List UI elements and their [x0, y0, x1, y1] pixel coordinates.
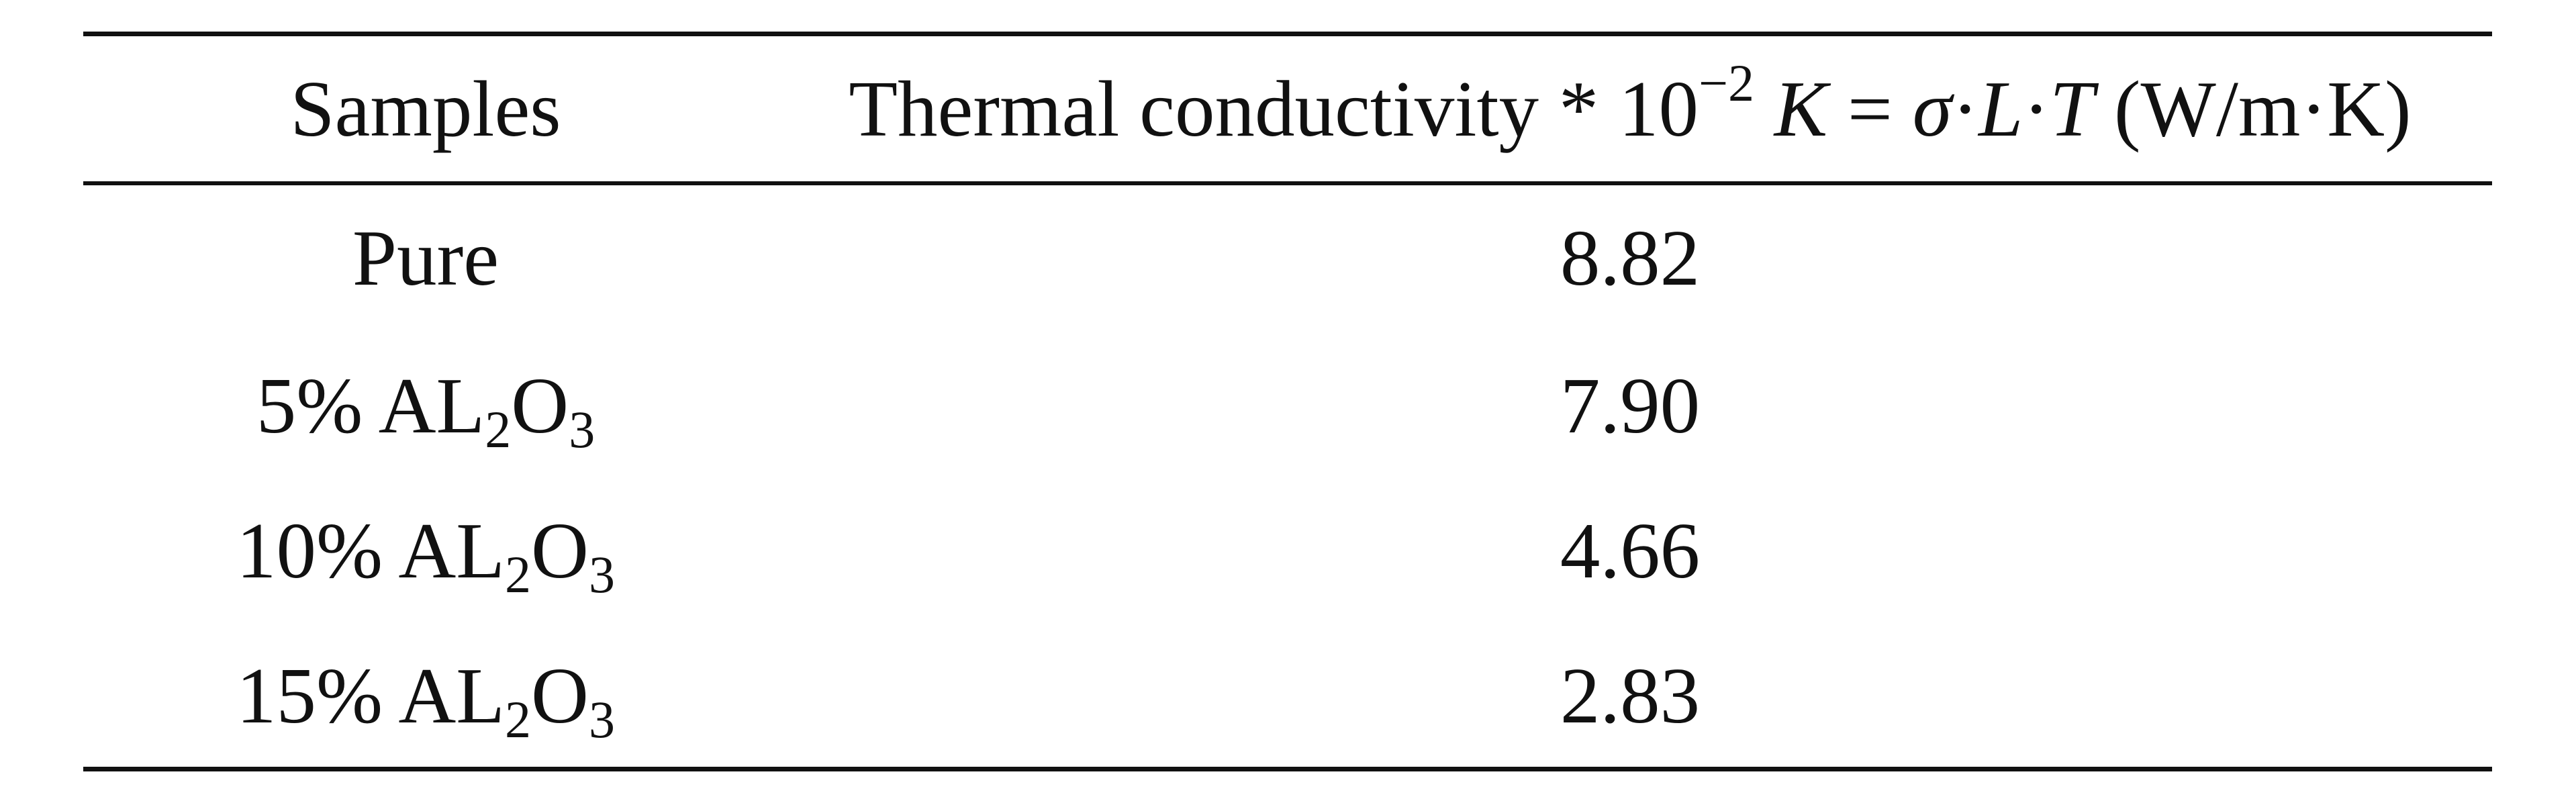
table-row: Pure 8.82: [83, 185, 2492, 333]
table-top-rule: [83, 32, 2492, 36]
value-cell: 4.66: [768, 478, 2492, 623]
header-formula-l: L: [1978, 64, 2023, 153]
sample-subscript: 2: [505, 690, 531, 749]
sample-label-text: O: [511, 361, 569, 450]
header-unit: (W/m·K): [2094, 64, 2412, 153]
header-dot-2: ·: [2023, 64, 2050, 153]
sample-label-text: 15% AL: [236, 651, 505, 740]
sample-cell: 15% AL 2 O 3: [83, 623, 768, 768]
sample-label: 5% AL 2 O 3: [256, 361, 595, 455]
sample-subscript: 2: [505, 545, 531, 604]
header-exponent: −2: [1699, 53, 1755, 112]
header-formula-k: K: [1774, 64, 1828, 153]
sample-cell: 5% AL 2 O 3: [83, 333, 768, 478]
table-row: 5% AL 2 O 3 7.90: [83, 333, 2492, 481]
sample-cell: 10% AL 2 O 3: [83, 478, 768, 623]
sample-subscript: 2: [485, 399, 512, 459]
sample-label: Pure: [352, 218, 499, 298]
sample-label: 10% AL 2 O 3: [236, 506, 615, 600]
value-cell: 2.83: [768, 623, 2492, 768]
table-row: 10% AL 2 O 3 4.66: [83, 478, 2492, 626]
sample-label-text: 5% AL: [256, 361, 485, 450]
sample-label-text: O: [531, 651, 589, 740]
table-row: 15% AL 2 O 3 2.83: [83, 623, 2492, 771]
header-samples: Samples: [83, 38, 768, 179]
sample-label-text: Pure: [352, 213, 499, 302]
sample-label-text: O: [531, 506, 589, 595]
sample-cell: Pure: [83, 185, 768, 330]
header-formula-t: T: [2049, 64, 2095, 153]
header-samples-label: Samples: [290, 64, 561, 153]
header-thermal-conductivity-label: Thermal conductivity * 10 −2 K = σ · L · T (W…: [849, 56, 2412, 153]
sample-subscript: 3: [588, 545, 615, 604]
conductivity-value: 7.90: [1560, 361, 1701, 450]
header-formula-sigma: σ: [1912, 64, 1952, 153]
value-cell: 8.82: [768, 185, 2492, 330]
value-cell: 7.90: [768, 333, 2492, 478]
header-prefix: Thermal conductivity * 10: [849, 64, 1699, 153]
header-equals: =: [1827, 64, 1913, 153]
header-thermal-conductivity: Thermal conductivity * 10 −2 K = σ · L · T (W…: [768, 38, 2492, 179]
table-bottom-rule: [83, 767, 2492, 771]
conductivity-value: 8.82: [1560, 213, 1701, 302]
sample-subscript: 3: [569, 399, 595, 459]
sample-label: 15% AL 2 O 3: [236, 651, 615, 745]
sample-label-text: 10% AL: [236, 506, 505, 595]
table-header-row: Samples Thermal conductivity * 10 −2 K = …: [83, 38, 2492, 179]
header-dot-1: ·: [1952, 64, 1979, 153]
sample-subscript: 3: [588, 690, 615, 749]
conductivity-value: 4.66: [1560, 506, 1701, 595]
table-header-rule: [83, 181, 2492, 185]
conductivity-value: 2.83: [1560, 651, 1701, 740]
